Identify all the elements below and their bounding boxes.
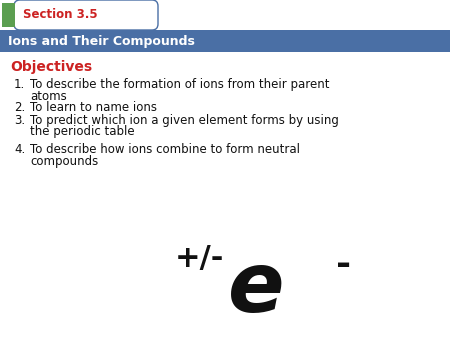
Text: atoms: atoms — [30, 90, 67, 102]
Bar — [0, 30, 450, 52]
Text: 1.: 1. — [14, 78, 25, 91]
Bar — [2, 3, 15, 27]
Text: 4.: 4. — [14, 143, 25, 156]
Text: 3.: 3. — [14, 114, 25, 127]
Text: To learn to name ions: To learn to name ions — [30, 101, 157, 114]
Text: To describe the formation of ions from their parent: To describe the formation of ions from t… — [30, 78, 329, 91]
Text: +/-: +/- — [175, 243, 225, 272]
Text: To describe how ions combine to form neutral: To describe how ions combine to form neu… — [30, 143, 300, 156]
Text: Section 3.5: Section 3.5 — [23, 8, 98, 22]
FancyBboxPatch shape — [14, 0, 158, 30]
Text: -: - — [336, 248, 351, 282]
Bar — [0, 0, 450, 30]
Text: Objectives: Objectives — [10, 60, 92, 74]
Text: e: e — [228, 248, 284, 329]
Text: compounds: compounds — [30, 154, 98, 168]
Text: To predict which ion a given element forms by using: To predict which ion a given element for… — [30, 114, 339, 127]
Text: 2.: 2. — [14, 101, 25, 114]
Text: Ions and Their Compounds: Ions and Their Compounds — [8, 34, 195, 48]
Text: the periodic table: the periodic table — [30, 125, 135, 139]
